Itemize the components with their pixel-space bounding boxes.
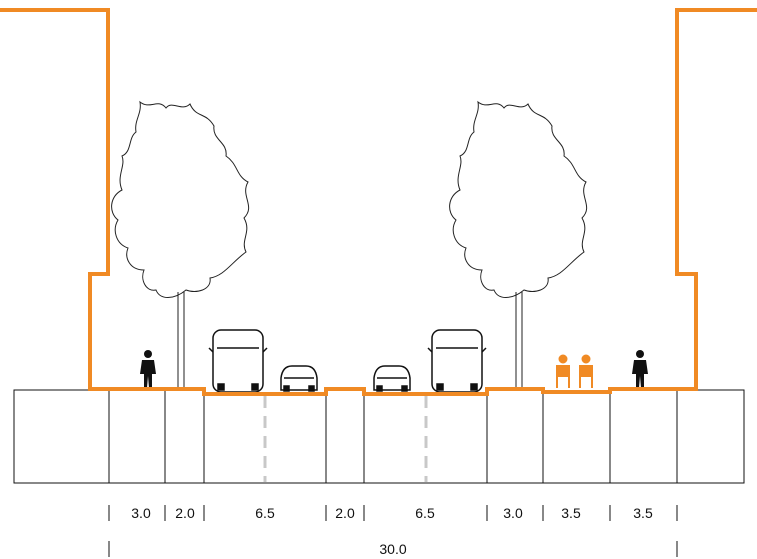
- ground-block-sidewalk-left: [108, 389, 166, 484]
- lane-markings: [263, 396, 428, 482]
- car-icon: [280, 365, 318, 392]
- bus-icon: [427, 329, 487, 393]
- pedestrian-icon: [140, 350, 156, 388]
- dimension-label: 3.5: [561, 505, 581, 521]
- street-profile-line: [0, 8, 757, 396]
- dimension-label: 2.0: [175, 505, 195, 521]
- dimension-label: 6.5: [415, 505, 435, 521]
- cyclist-icon: [556, 354, 593, 388]
- tree-icon: [449, 100, 588, 390]
- ground-blocks: [13, 389, 745, 484]
- ground-block-verge-right: [486, 389, 544, 484]
- ground-block-right: [676, 389, 745, 484]
- dimension-label: 2.0: [335, 505, 355, 521]
- ground-block-verge-left: [164, 389, 205, 484]
- car-icon: [373, 365, 411, 392]
- ground-block-median: [325, 389, 365, 484]
- dimension-label: 3.0: [131, 505, 151, 521]
- dimension-labels: 3.0 2.0 6.5 2.0 6.5 3.0 3.5 3.5: [131, 505, 653, 521]
- pedestrian-icon: [632, 350, 648, 388]
- dimension-label: 3.0: [503, 505, 523, 521]
- bus-icon: [208, 329, 268, 393]
- dimension-label: 3.5: [633, 505, 653, 521]
- ground-block-bike: [542, 392, 611, 484]
- ground-block-sidewalk-right: [609, 389, 678, 484]
- ground-block-left: [13, 389, 110, 484]
- dimension-ticks: [108, 505, 678, 557]
- dimension-label: 6.5: [255, 505, 275, 521]
- tree-icon: [111, 100, 250, 390]
- total-width-label: 30.0: [379, 541, 406, 557]
